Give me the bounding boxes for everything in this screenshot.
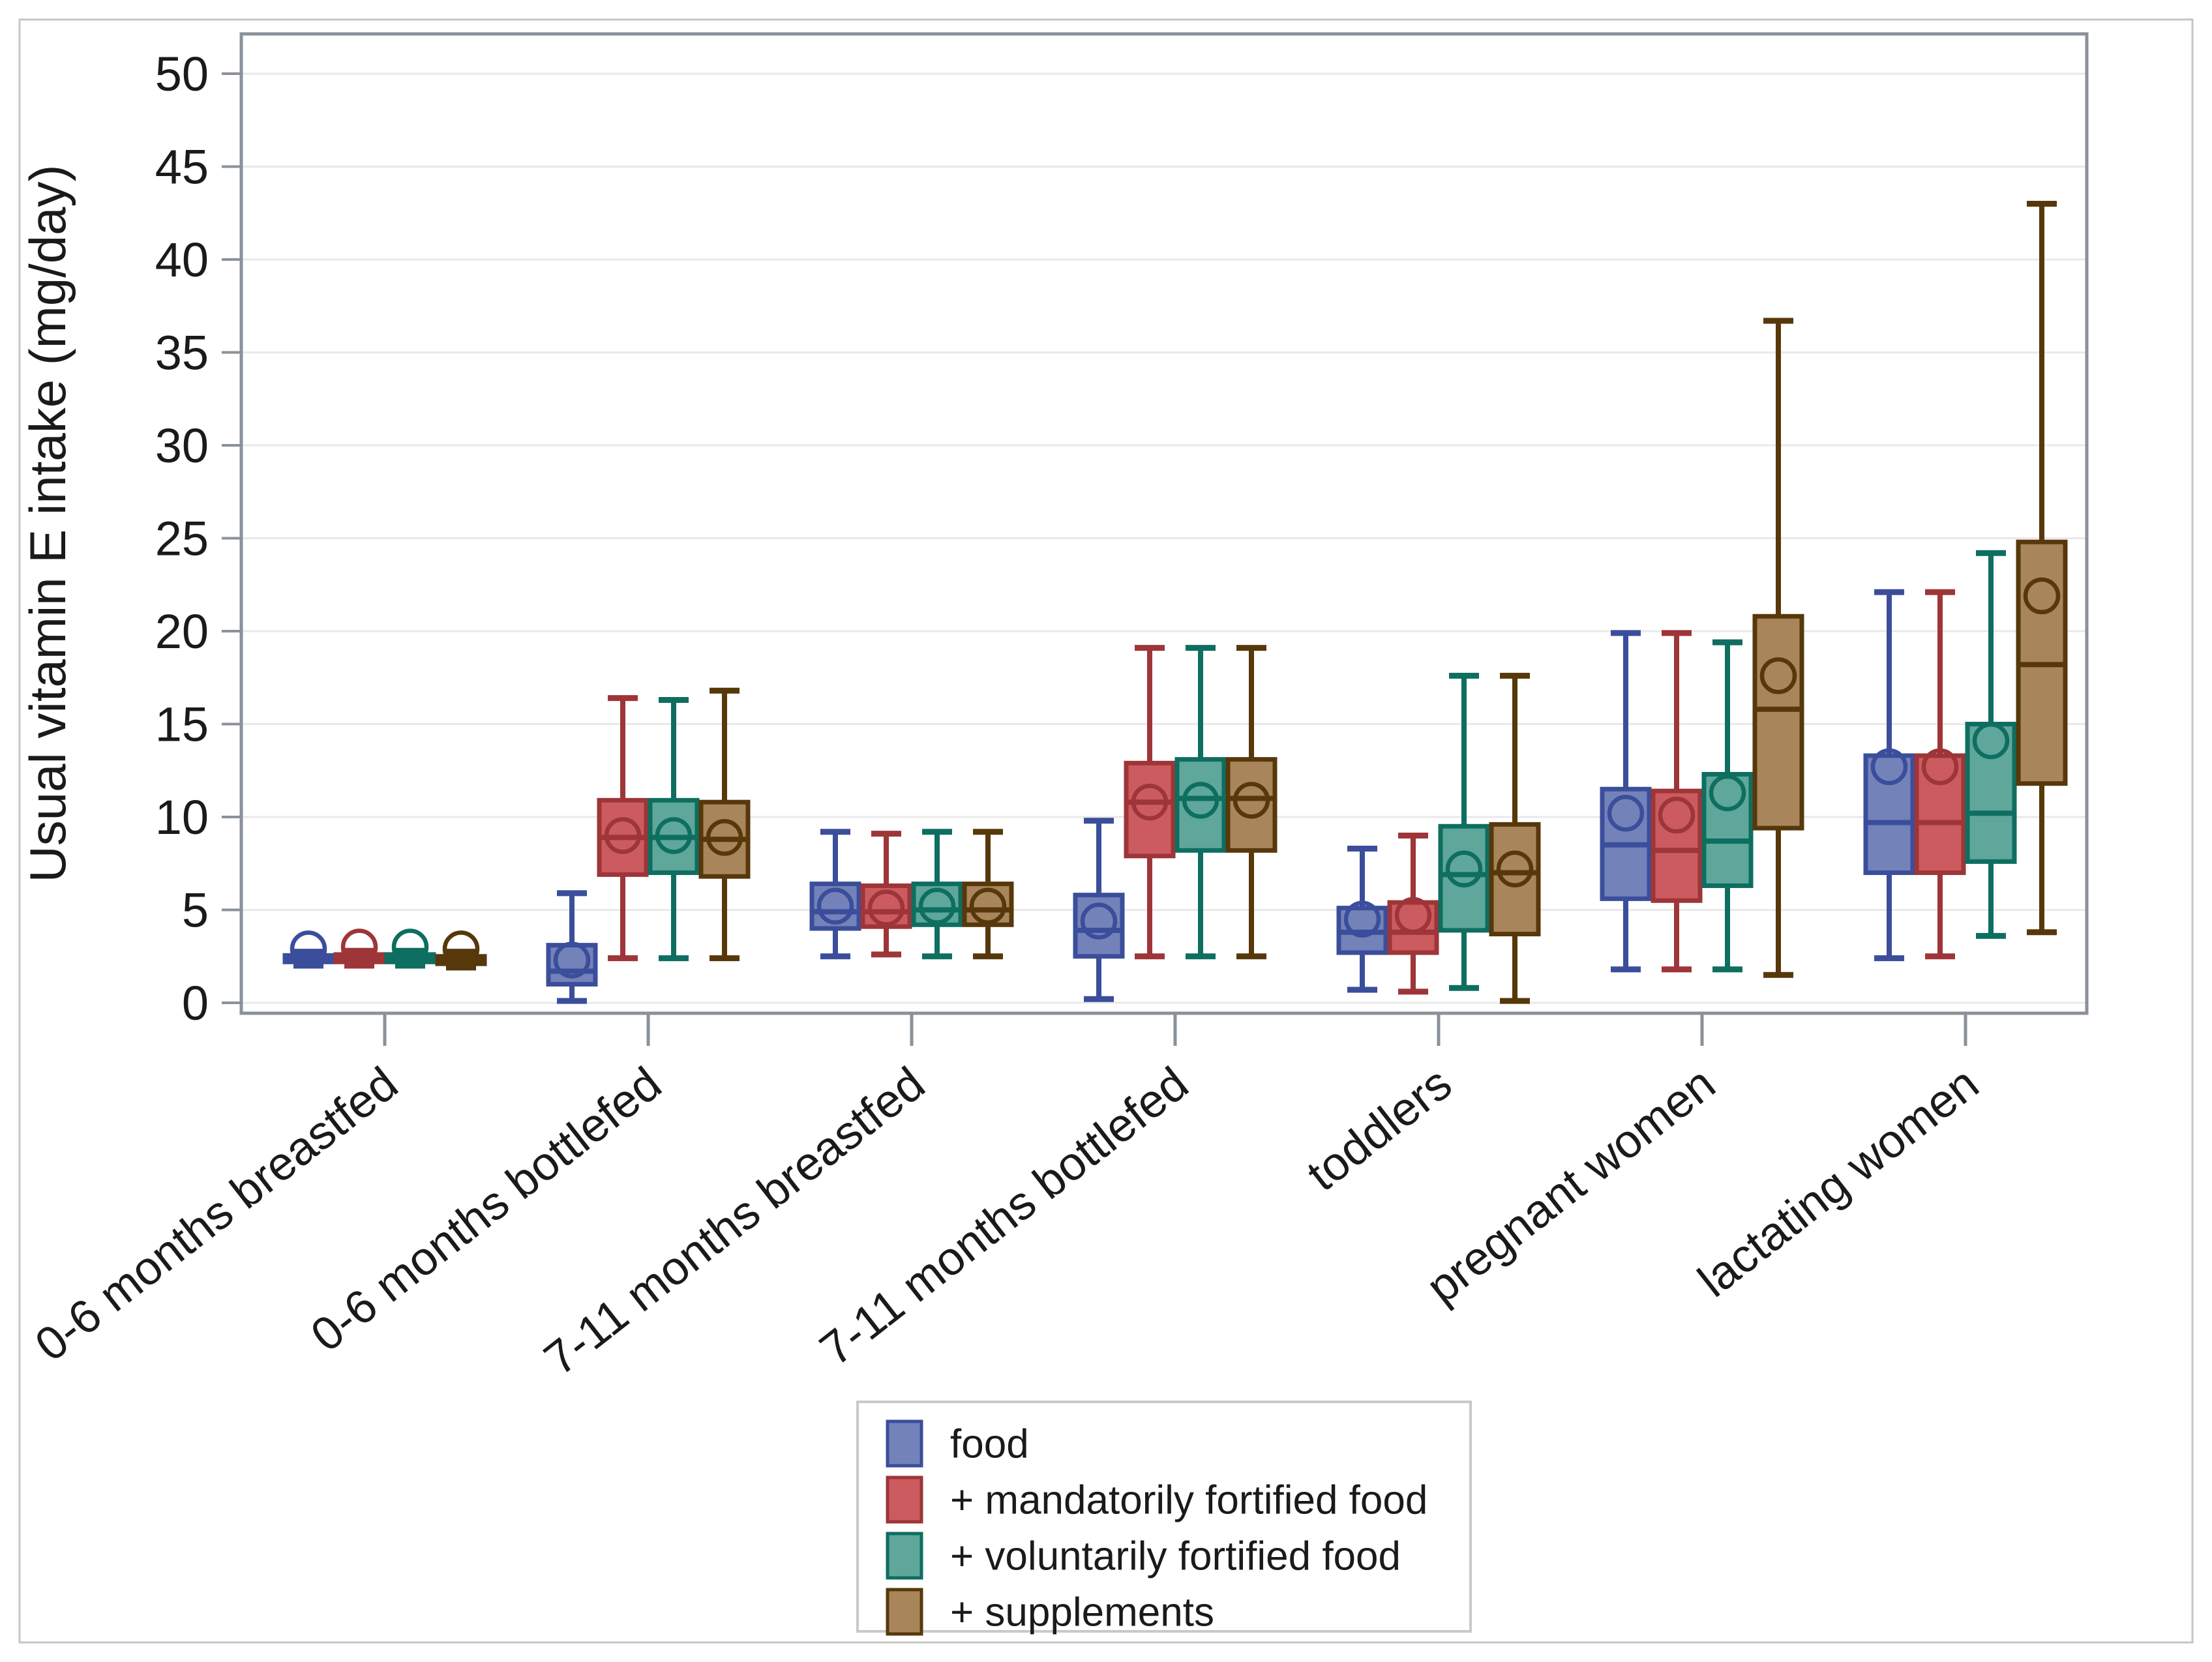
box-plot: [1336, 845, 1388, 993]
mean-marker: [1607, 795, 1645, 832]
legend-swatch: [886, 1476, 923, 1524]
y-tick-label: 25: [155, 511, 209, 565]
plot-frame-border: [239, 32, 2089, 1015]
legend-item: + supplements: [886, 1588, 1214, 1636]
mean-marker: [391, 928, 429, 966]
box-plot: [1124, 645, 1176, 960]
legend-item: food: [886, 1419, 1029, 1468]
y-tick-label: 10: [155, 790, 209, 844]
mean-marker: [1131, 783, 1169, 821]
legend-label: + supplements: [950, 1590, 1214, 1635]
mean-marker: [1972, 722, 2010, 760]
y-tick-label: 0: [182, 976, 209, 1030]
legend-swatch: [886, 1588, 923, 1636]
box-plot: [809, 829, 861, 960]
y-tick-label: 35: [155, 325, 209, 379]
legend-frame: [856, 1401, 1472, 1633]
iqr-box: [1438, 824, 1490, 933]
box-plot: [1965, 550, 2017, 939]
box-plot: [1489, 672, 1541, 1004]
box-plot: [1073, 818, 1125, 1002]
mean-marker: [1080, 902, 1118, 940]
legend: food + mandatorily fortified food + volunt…: [856, 1401, 1472, 1636]
mean-marker: [816, 887, 854, 925]
box-plot: [1174, 645, 1227, 960]
box-plot: [1600, 630, 1652, 973]
box-plot: [2016, 201, 2068, 936]
box-plot: [1701, 639, 1754, 973]
mean-marker: [2023, 577, 2061, 615]
legend-item: + mandatorily fortified food: [886, 1476, 1427, 1524]
mean-marker: [1182, 782, 1219, 819]
y-tick-label: 15: [155, 697, 209, 751]
box-plot: [1863, 589, 1915, 962]
box-plot: [1914, 589, 1966, 960]
mean-marker: [1343, 900, 1381, 938]
box-plot: [1438, 672, 1490, 991]
box-plot: [962, 829, 1014, 960]
box-plot: [546, 890, 598, 1004]
mean-marker: [1233, 782, 1270, 819]
y-tick-label: 30: [155, 419, 209, 473]
mean-marker: [918, 887, 956, 925]
box-plot: [1651, 630, 1703, 973]
box-plot: [698, 687, 751, 962]
box-plot: [435, 930, 487, 971]
y-tick-label: 50: [155, 47, 209, 101]
mean-marker: [1759, 657, 1797, 694]
y-tick-label: 40: [155, 233, 209, 287]
mean-marker: [1709, 774, 1746, 812]
figure-outer-border: [18, 18, 2194, 1644]
box-plot: [1387, 833, 1439, 995]
iqr-box: [1752, 614, 1804, 831]
box-plot: [1752, 318, 1804, 978]
box-plot: [860, 831, 912, 958]
axis-ticks: [222, 72, 1967, 1046]
mean-marker: [655, 817, 693, 854]
plot-frame: [239, 32, 2089, 1015]
mean-marker: [1921, 748, 1959, 786]
mean-marker: [1658, 796, 1696, 834]
box-plot: [1225, 645, 1278, 960]
box-plot: [282, 930, 335, 969]
mean-marker: [1394, 897, 1432, 934]
x-tick-label: lactating women: [1689, 1058, 1988, 1307]
mean-marker: [340, 928, 378, 966]
legend-swatch: [886, 1532, 923, 1580]
y-tick-label: 20: [155, 604, 209, 659]
box-plot: [384, 928, 436, 969]
mean-marker: [553, 942, 591, 979]
legend-label: food: [950, 1422, 1029, 1467]
legend-item: + voluntarily fortified food: [886, 1532, 1401, 1580]
plot-background: [241, 34, 2087, 1013]
legend-swatch: [886, 1419, 923, 1468]
plot-area: [241, 34, 2087, 1013]
mean-marker: [1496, 850, 1534, 888]
y-tick-label: 5: [182, 883, 209, 937]
box-plot: [597, 695, 649, 962]
iqr-box: [1489, 822, 1541, 937]
mean-marker: [442, 930, 480, 968]
box-plot: [648, 696, 700, 962]
y-axis-title: Usual vitamin E intake (mg/day): [19, 164, 76, 882]
mean-marker: [706, 819, 743, 856]
mean-marker: [867, 889, 905, 927]
x-tick-label: pregnant women: [1417, 1058, 1725, 1314]
mean-marker: [1445, 850, 1483, 888]
box-plot: [333, 928, 385, 969]
mean-marker: [1870, 748, 1908, 786]
y-tick-labels: 0 5 10 15 20 25 30 35 40 45 50: [155, 47, 209, 1030]
mean-marker: [604, 817, 642, 854]
box-plot: [911, 829, 963, 960]
legend-label: + mandatorily fortified food: [950, 1478, 1427, 1523]
mean-marker: [290, 930, 327, 968]
mean-marker: [969, 887, 1007, 925]
x-tick-label: toddlers: [1298, 1058, 1461, 1202]
y-tick-label: 45: [155, 140, 209, 194]
box-plots: [282, 201, 2068, 1004]
legend-label: + voluntarily fortified food: [950, 1534, 1401, 1579]
